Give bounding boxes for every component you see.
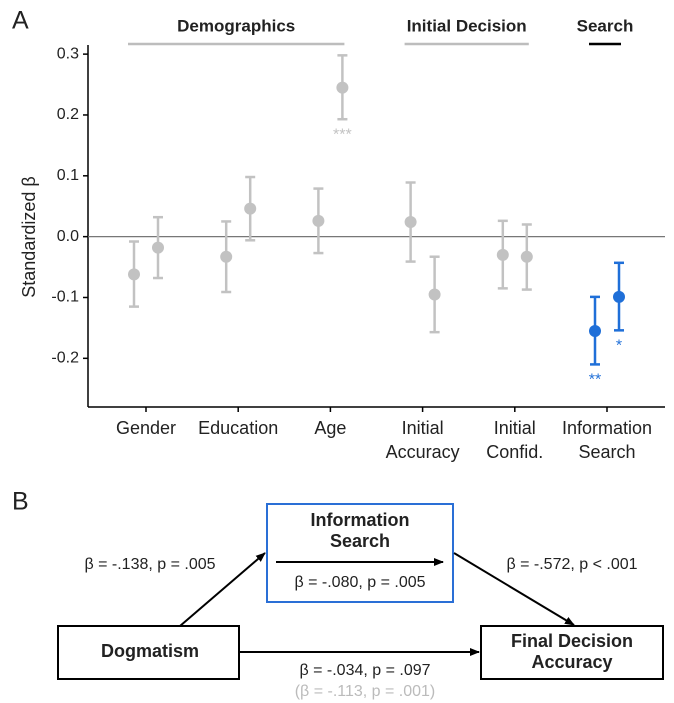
edge-label: β = -.034, p = .097	[299, 662, 430, 679]
point	[152, 241, 164, 254]
y-tick-label: 0.2	[57, 106, 79, 123]
point	[312, 214, 325, 227]
group-label: Search	[577, 16, 634, 35]
node-label: Search	[330, 531, 390, 551]
y-tick-label: 0.0	[57, 228, 79, 245]
point	[496, 248, 509, 261]
y-axis-label: Standardized β	[19, 176, 39, 297]
point	[613, 290, 625, 303]
x-tick-label: Education	[198, 418, 278, 438]
group-label: Initial Decision	[407, 16, 527, 35]
point	[589, 324, 601, 337]
arrow	[453, 552, 575, 626]
group-label: Demographics	[177, 16, 295, 35]
node-box	[266, 503, 454, 603]
y-tick-label: 0.3	[57, 45, 79, 62]
point	[520, 250, 533, 263]
x-tick-label: Initial Accuracy	[386, 418, 460, 462]
arrow	[179, 552, 266, 627]
x-tick-label: Initial Confid.	[486, 418, 543, 462]
point	[128, 268, 140, 281]
x-tick-label: Information Search	[562, 418, 652, 462]
edge-label: β = -.080, p = .005	[294, 574, 425, 591]
point	[404, 216, 417, 229]
y-tick-label: 0.1	[57, 167, 79, 184]
panel-label: A	[12, 7, 29, 35]
x-tick-label: Gender	[116, 418, 176, 438]
x-tick-label: Age	[314, 418, 346, 438]
node-label: Final Decision	[511, 631, 633, 651]
significance-label: *	[616, 338, 622, 355]
edge-label: β = -.138, p = .005	[84, 556, 215, 573]
y-tick-label: -0.2	[51, 350, 79, 367]
node-label: Information	[311, 510, 410, 530]
point	[336, 81, 349, 94]
y-tick-label: -0.1	[51, 289, 79, 306]
node-label: Dogmatism	[101, 641, 199, 661]
node-box	[480, 625, 664, 680]
panel-label: B	[12, 488, 29, 516]
point	[244, 202, 257, 215]
point	[428, 288, 441, 301]
significance-label: ***	[333, 126, 352, 143]
edge-label: β = -.572, p < .001	[506, 556, 637, 573]
point	[220, 250, 233, 263]
significance-label: **	[589, 372, 601, 389]
node-label: Accuracy	[531, 652, 612, 672]
edge-sublabel: (β = -.113, p = .001)	[295, 683, 436, 700]
